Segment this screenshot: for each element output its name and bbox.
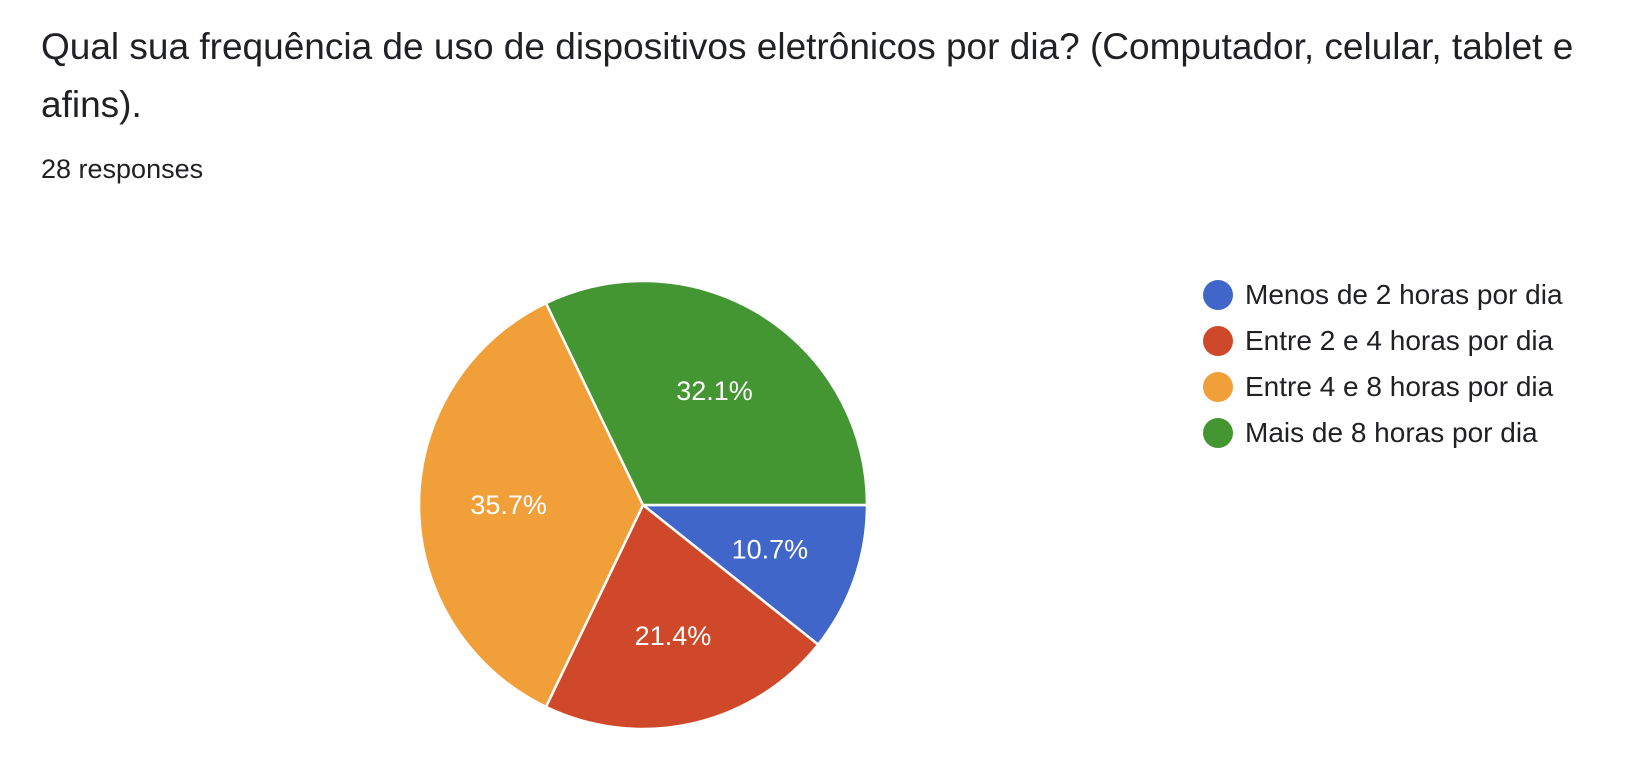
pie-slice[interactable] [641, 503, 869, 646]
legend-swatch [1203, 372, 1233, 402]
legend-label: Menos de 2 horas por dia [1245, 279, 1563, 310]
legend-item[interactable]: Mais de 8 horas por dia [1203, 410, 1563, 456]
legend-swatch [1203, 418, 1233, 448]
legend-label: Entre 4 e 8 horas por dia [1245, 371, 1554, 402]
response-count: 28 responses [41, 154, 204, 184]
legend-label: Entre 2 e 4 horas por dia [1245, 325, 1554, 356]
slice-value-label: 32.1% [676, 376, 753, 406]
legend-item[interactable]: Entre 4 e 8 horas por dia [1203, 364, 1563, 410]
legend-item[interactable]: Entre 2 e 4 horas por dia [1203, 318, 1563, 364]
legend-swatch [1203, 326, 1233, 356]
chart-legend: Menos de 2 horas por dia Entre 2 e 4 hor… [1203, 272, 1563, 456]
slice-value-label: 10.7% [732, 534, 809, 564]
pie-slice[interactable] [417, 301, 645, 709]
slice-value-label: 21.4% [635, 621, 712, 651]
slice-value-label: 35.7% [470, 490, 547, 520]
pie-slice[interactable] [544, 503, 820, 731]
chart-title: Qual sua frequência de uso de dispositiv… [41, 26, 1574, 125]
legend-label: Mais de 8 horas por dia [1245, 417, 1538, 448]
pie-slice[interactable] [544, 279, 869, 507]
legend-item[interactable]: Menos de 2 horas por dia [1203, 272, 1563, 318]
legend-swatch [1203, 280, 1233, 310]
